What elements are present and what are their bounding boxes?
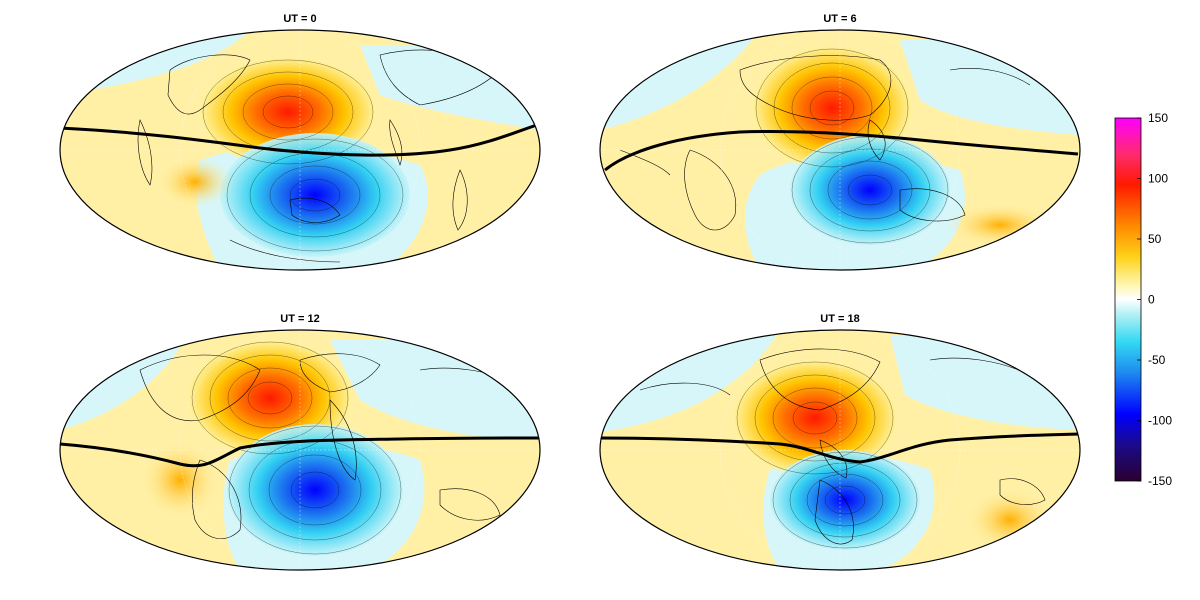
panel-title: UT = 12 (280, 313, 319, 325)
magnetic-equator-line (600, 432, 1080, 464)
graticule (60, 330, 540, 570)
graticule (600, 330, 1080, 570)
secondary-positive-anomaly (157, 156, 233, 208)
map-panel-ut6: UT = 6 (599, 13, 1081, 271)
panel-title: UT = 18 (820, 313, 859, 325)
coastlines (619, 55, 1031, 231)
negative-anomaly-center (220, 133, 410, 257)
colorbar-tick-label: -150 (1148, 474, 1172, 488)
negative-anomaly-center (227, 424, 403, 556)
secondary-positive-anomaly (965, 488, 1055, 552)
map-outline (59, 329, 541, 571)
map-outline (59, 29, 541, 271)
colorbar-tick-label: 0 (1148, 293, 1155, 307)
graticule (60, 30, 540, 270)
colorbar-tick-label: -100 (1148, 414, 1172, 428)
magnetic-equator-line (604, 129, 1079, 172)
positive-anomaly-center (733, 360, 897, 476)
colorbar-tick-label: -50 (1148, 353, 1166, 367)
contour-lines (736, 361, 918, 549)
map-panel-ut0: UT = 0 (59, 13, 541, 271)
colorbar-tick-label: 50 (1148, 232, 1162, 246)
map-outline (599, 329, 1081, 571)
panel-title: UT = 0 (283, 13, 316, 25)
colorbar: 150 100 50 0 -50 -100 -150 (1114, 111, 1172, 488)
colorbar-tick-label: 100 (1148, 172, 1168, 186)
colorbar-ticks: 150 100 50 0 -50 -100 -150 (1137, 111, 1172, 488)
secondary-positive-anomaly (140, 440, 220, 520)
colorbar-tick-label: 150 (1148, 111, 1168, 125)
secondary-positive-anomaly (945, 203, 1055, 247)
magnetic-equator-line (60, 436, 540, 468)
negative-anomaly-center (790, 135, 950, 245)
colorbar-gradient-bar (1114, 117, 1142, 482)
panel-title: UT = 6 (823, 13, 856, 25)
contour-lines (191, 341, 402, 555)
map-panel-ut18: UT = 18 (599, 313, 1081, 571)
map-panel-ut12: UT = 12 (59, 313, 541, 571)
map-outline (599, 29, 1081, 271)
graticule (600, 30, 1080, 270)
magnetic-equator-line (60, 122, 540, 157)
